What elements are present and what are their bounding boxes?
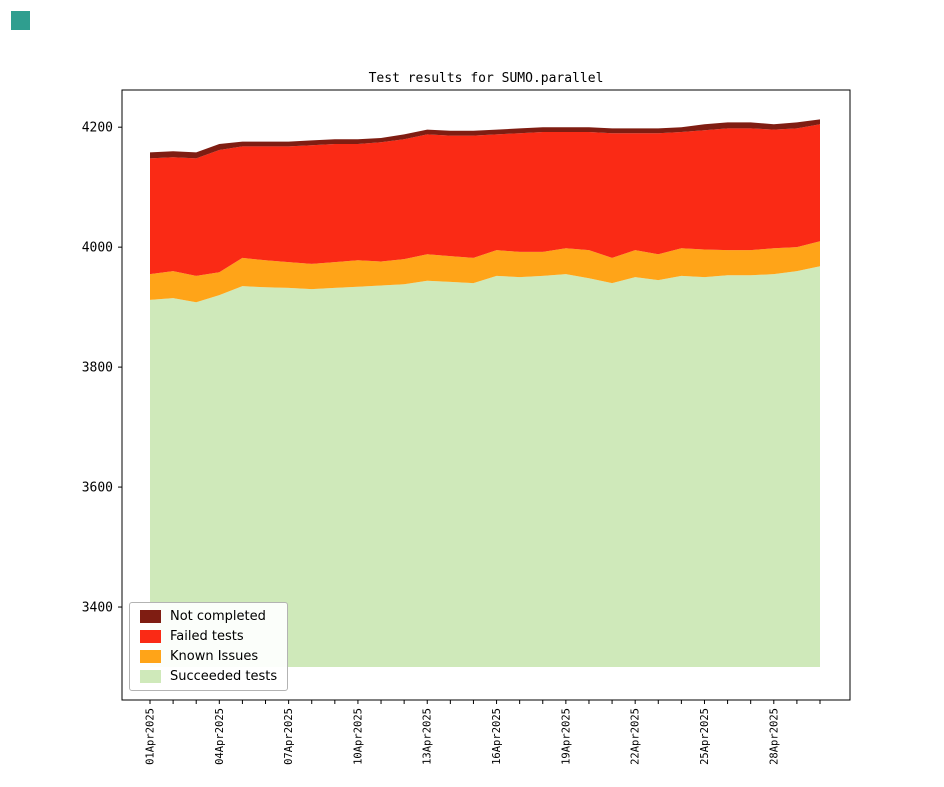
legend-item-failed-tests: Failed tests (140, 630, 277, 643)
x-tick-label: 22Apr2025 (630, 708, 642, 765)
x-tick-label: 10Apr2025 (352, 708, 364, 765)
x-tick-label: 16Apr2025 (491, 708, 503, 765)
area-succeeded-tests (150, 266, 820, 667)
x-tick-label: 19Apr2025 (560, 708, 572, 765)
y-tick-label: 4200 (82, 121, 113, 136)
x-tick-label: 04Apr2025 (214, 708, 226, 765)
legend-item-known-issues: Known Issues (140, 650, 277, 663)
area-failed-tests (150, 124, 820, 276)
y-tick-label: 3400 (82, 601, 113, 616)
y-tick-label: 4000 (82, 241, 113, 256)
corner-marker (11, 11, 30, 30)
legend-label: Failed tests (170, 629, 244, 644)
legend-label: Succeeded tests (170, 669, 278, 684)
legend-swatch-failed-tests (140, 630, 161, 643)
legend-label: Known Issues (170, 649, 259, 664)
axes-frame (121, 89, 851, 701)
area-known-issues (150, 241, 820, 303)
x-tick-label: 25Apr2025 (699, 708, 711, 765)
legend-item-not-completed: Not completed (140, 610, 277, 623)
x-tick-label: 13Apr2025 (422, 708, 434, 765)
legend-label: Not completed (170, 609, 266, 624)
area-not-completed (150, 119, 820, 159)
x-tick-label: 07Apr2025 (283, 708, 295, 765)
legend-swatch-known-issues (140, 650, 161, 663)
x-tick-label: 28Apr2025 (768, 708, 780, 765)
x-tick-label: 01Apr2025 (145, 708, 157, 765)
chart-title: Test results for SUMO.parallel (368, 71, 604, 86)
legend-swatch-succeeded-tests (140, 670, 161, 683)
y-tick-label: 3600 (82, 481, 113, 496)
legend: Not completed Failed tests Known Issues … (129, 602, 289, 691)
legend-swatch-not-completed (140, 610, 161, 623)
y-tick-label: 3800 (82, 361, 113, 376)
legend-item-succeeded-tests: Succeeded tests (140, 670, 277, 683)
